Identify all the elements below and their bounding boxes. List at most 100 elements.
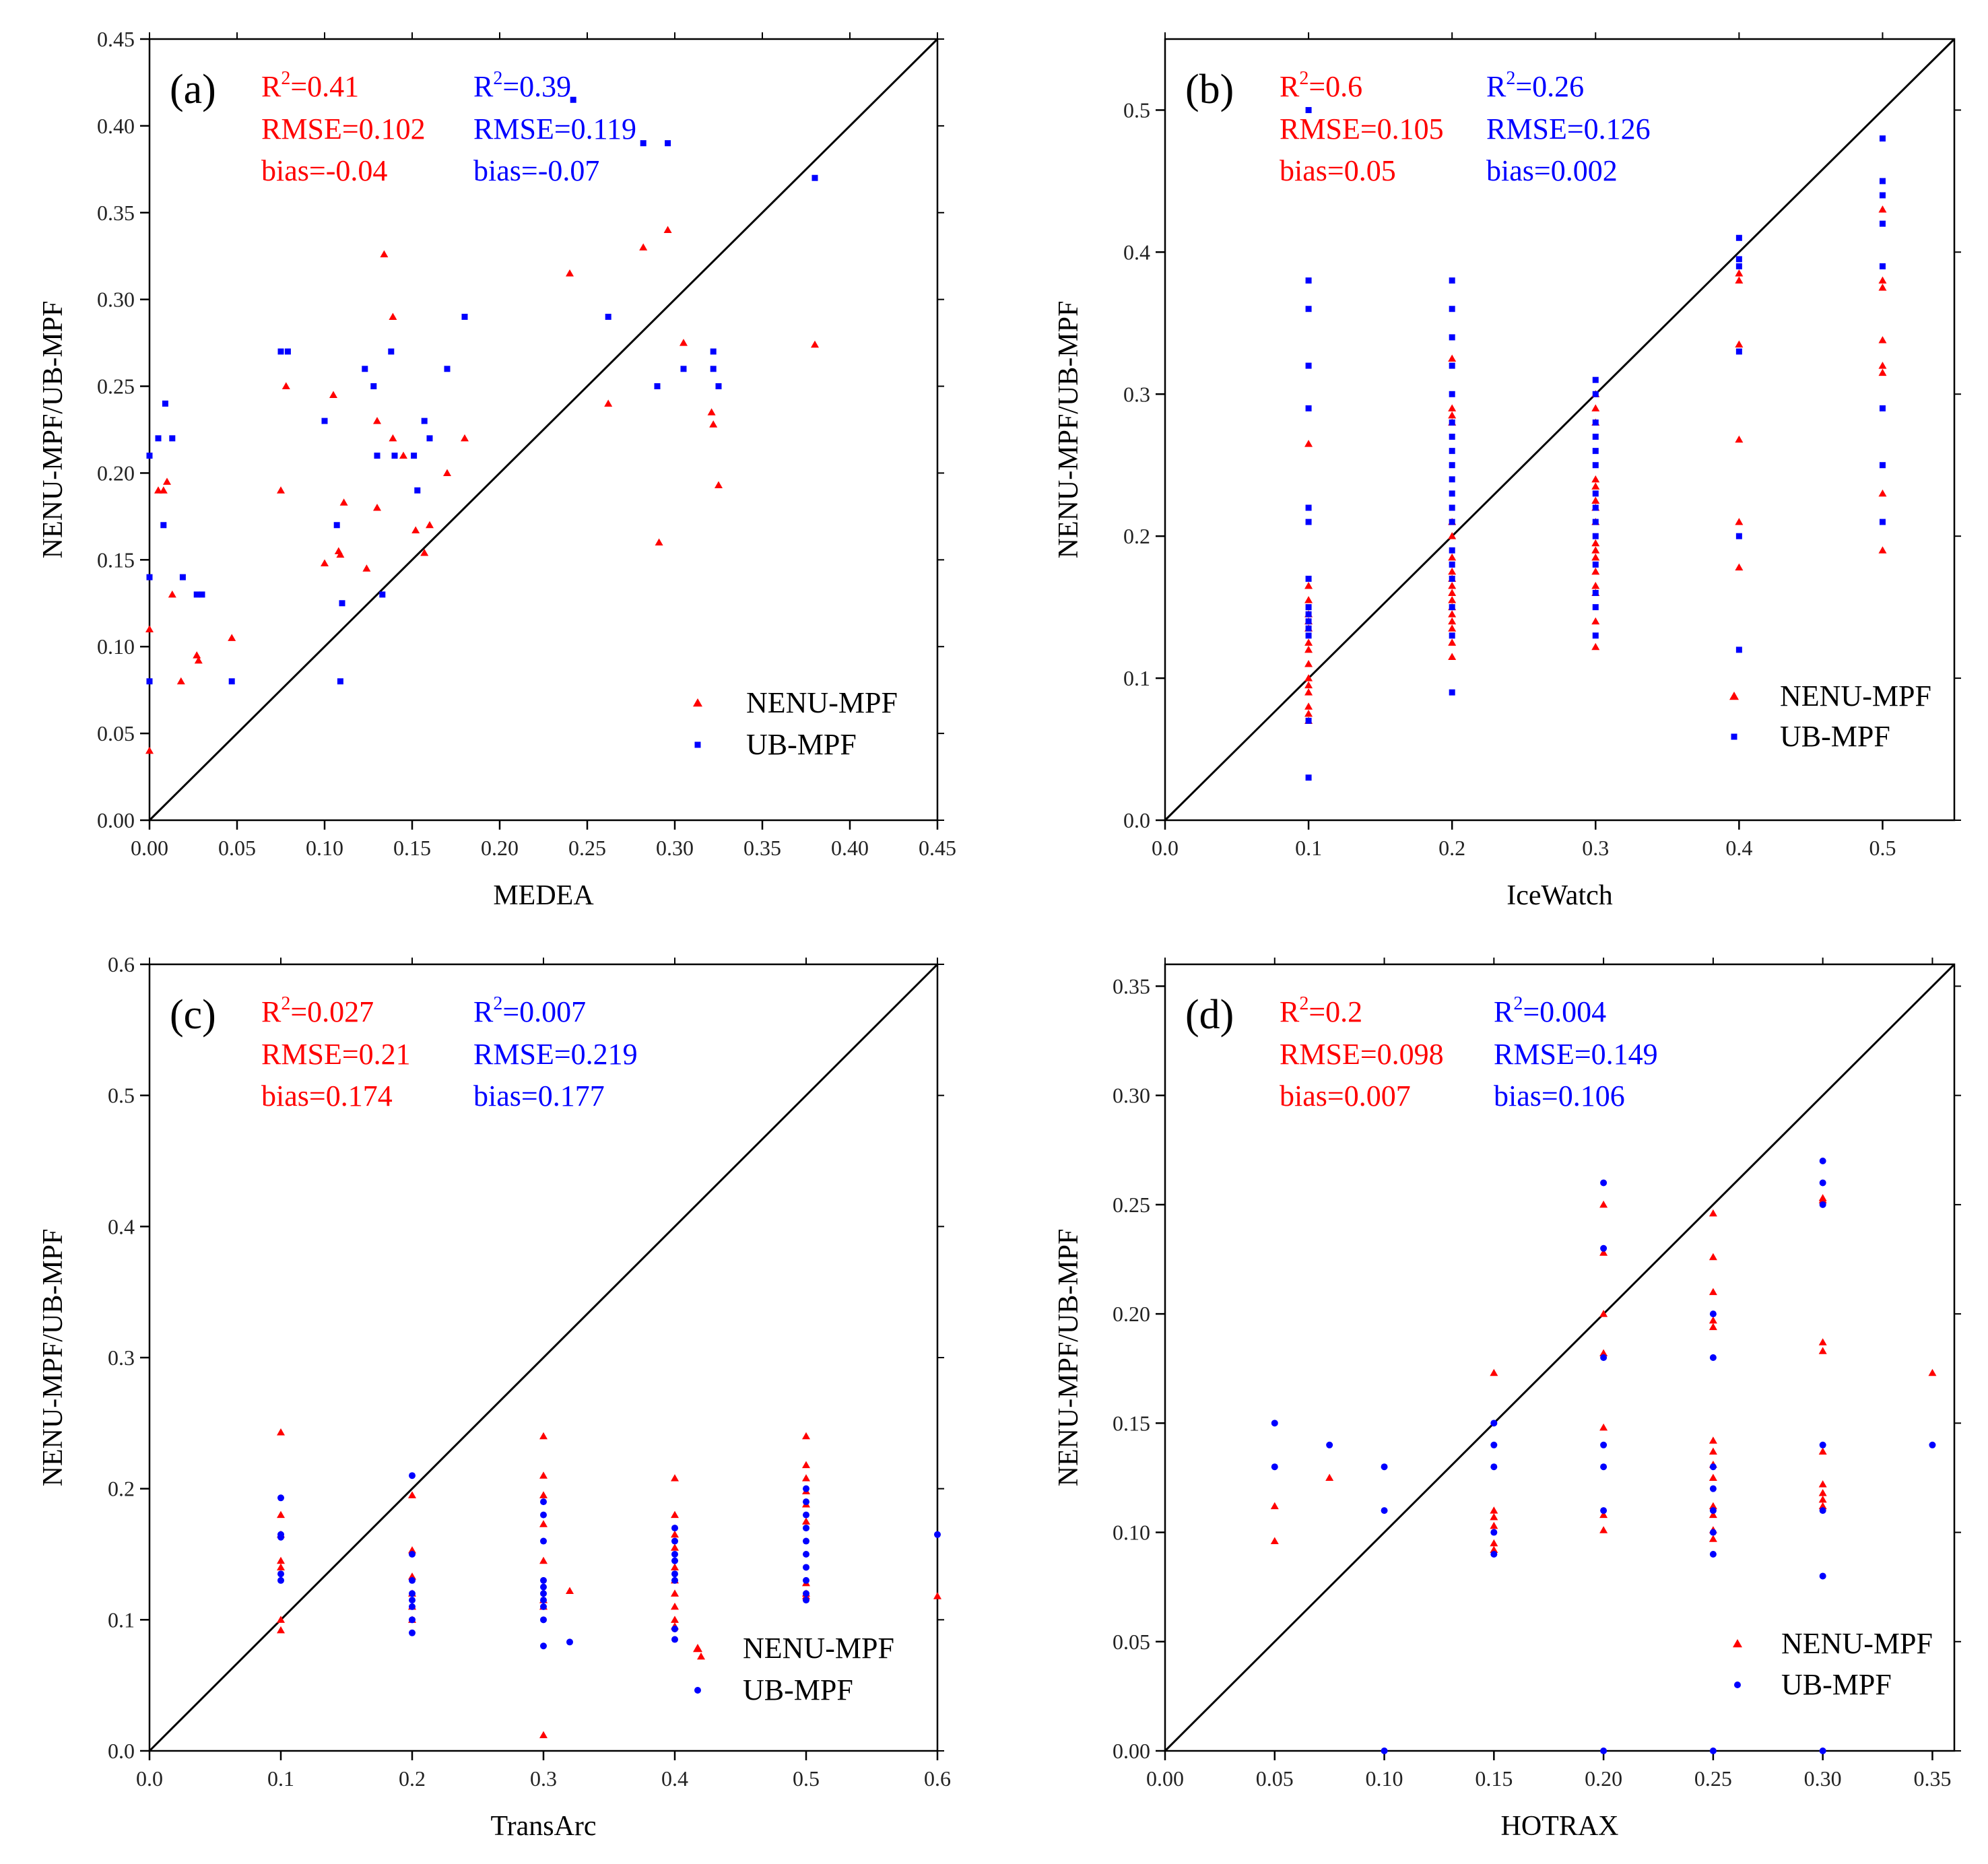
nenu-point bbox=[802, 1461, 810, 1469]
plot-frame bbox=[148, 38, 939, 822]
nenu-point bbox=[1448, 589, 1457, 597]
ub-point bbox=[1592, 434, 1599, 440]
nenu-point bbox=[329, 391, 337, 398]
nenu-point bbox=[228, 634, 236, 641]
panel-c: 0.0 0.1 0.2 0.3 0.4 0.5 0.6 0.0 0.1 0.2 0.3 0.4 0.5 0… bbox=[38, 952, 951, 1842]
y-tick-label: 0.1 bbox=[1123, 666, 1150, 690]
ub-point bbox=[665, 140, 671, 147]
ub-point bbox=[803, 1525, 809, 1532]
ub-rmse-text: RMSE=0.119 bbox=[473, 112, 636, 145]
nenu-point bbox=[1735, 563, 1744, 571]
ub-point bbox=[146, 678, 153, 685]
nenu-bias-text: bias=-0.04 bbox=[261, 154, 387, 187]
legend-ub-marker bbox=[1734, 1682, 1741, 1688]
ub-point bbox=[1449, 632, 1455, 639]
ub-point bbox=[803, 1590, 809, 1597]
nenu-point bbox=[1818, 1338, 1827, 1345]
nenu-point bbox=[281, 382, 290, 390]
ub-point bbox=[1592, 632, 1599, 639]
nenu-point bbox=[339, 498, 348, 506]
ub-point bbox=[640, 140, 647, 147]
nenu-rmse-text: RMSE=0.098 bbox=[1280, 1038, 1444, 1071]
legend-nenu-label: NENU-MPF bbox=[1780, 679, 1931, 712]
nenu-point bbox=[715, 481, 723, 488]
legend-nenu-label: NENU-MPF bbox=[743, 1632, 894, 1665]
ub-point bbox=[1449, 504, 1455, 511]
one-to-one-line bbox=[148, 38, 939, 822]
nenu-point bbox=[1591, 539, 1600, 547]
ub-point bbox=[1592, 462, 1599, 469]
ub-point bbox=[680, 366, 687, 372]
x-tick-label: 0.1 bbox=[267, 1766, 294, 1791]
ub-point bbox=[1819, 1441, 1826, 1449]
nenu-point bbox=[1448, 638, 1457, 646]
ub-point bbox=[421, 418, 428, 424]
nenu-point bbox=[1709, 1209, 1717, 1217]
nenu-point bbox=[1270, 1537, 1279, 1545]
nenu-point bbox=[1818, 1447, 1827, 1455]
ub-point bbox=[1709, 1310, 1717, 1318]
legend-nenu-marker bbox=[1733, 1639, 1742, 1648]
x-tick-label: 0.10 bbox=[306, 836, 343, 860]
ub-point bbox=[1592, 490, 1599, 497]
ub-point bbox=[1819, 1507, 1826, 1514]
ub-point bbox=[391, 453, 398, 459]
ub-point bbox=[337, 678, 343, 685]
x-tick-label: 0.2 bbox=[399, 1766, 426, 1791]
ub-point bbox=[803, 1564, 809, 1571]
legend: NENU-MPF UB-MPF bbox=[1733, 1627, 1933, 1701]
ub-point bbox=[715, 383, 722, 390]
ub-point bbox=[934, 1531, 941, 1538]
ub-point bbox=[1819, 1572, 1826, 1580]
ub-point bbox=[1592, 376, 1599, 383]
nenu-point bbox=[802, 1474, 810, 1482]
nenu-point bbox=[671, 1474, 679, 1482]
x-axis-label: HOTRAX bbox=[1501, 1811, 1619, 1842]
nenu-rmse-text: RMSE=0.102 bbox=[261, 112, 426, 145]
nenu-point bbox=[1878, 276, 1887, 284]
x-tick-label: 0.35 bbox=[743, 836, 781, 860]
ub-point bbox=[409, 1616, 416, 1624]
legend-nenu-label: NENU-MPF bbox=[746, 686, 898, 719]
ub-point bbox=[1879, 519, 1886, 525]
ub-point bbox=[1449, 448, 1455, 455]
ub-point bbox=[1490, 1529, 1498, 1536]
y-tick-label: 0.5 bbox=[108, 1084, 135, 1108]
ub-point bbox=[1709, 1463, 1717, 1471]
ub-point bbox=[1600, 1441, 1608, 1449]
ub-point bbox=[1449, 434, 1455, 440]
x-tick-label: 0.3 bbox=[1582, 836, 1609, 860]
nenu-point bbox=[1709, 1436, 1717, 1444]
ub-point bbox=[1449, 689, 1455, 696]
ub-point bbox=[1592, 590, 1599, 597]
ub-point bbox=[1449, 334, 1455, 341]
ub-point bbox=[409, 1472, 416, 1479]
panel-d: 0.00 0.05 0.10 0.15 0.20 0.25 0.30 0.35 0.00 0.05… bbox=[1053, 958, 1961, 1842]
nenu-point bbox=[176, 677, 185, 685]
y-tick-label: 0.20 bbox=[1113, 1302, 1150, 1326]
x-tick-label: 0.20 bbox=[1585, 1766, 1622, 1791]
nenu-point bbox=[1591, 546, 1600, 554]
nenu-point bbox=[802, 1517, 810, 1525]
ub-point bbox=[160, 522, 167, 529]
x-tick-label: 0.30 bbox=[1804, 1766, 1842, 1791]
nenu-point bbox=[1448, 610, 1457, 618]
ub-point bbox=[1709, 1485, 1717, 1492]
ub-point bbox=[1735, 234, 1742, 241]
ub-point bbox=[146, 453, 153, 459]
y-tick-label: 0.3 bbox=[1123, 382, 1150, 406]
nenu-rmse-text: RMSE=0.21 bbox=[261, 1038, 411, 1071]
ub-point bbox=[1490, 1463, 1498, 1471]
x-tick-label: 0.00 bbox=[1146, 1766, 1184, 1791]
ub-point bbox=[277, 1576, 284, 1584]
nenu-point bbox=[539, 1471, 548, 1479]
nenu-point bbox=[277, 1616, 285, 1623]
y-axis-label: NENU-MPF/UB-MPF bbox=[1053, 301, 1084, 559]
nenu-point bbox=[1818, 1495, 1827, 1503]
nenu-point bbox=[1325, 1473, 1334, 1481]
ub-point bbox=[540, 1590, 547, 1597]
nenu-point bbox=[933, 1592, 941, 1599]
ub-point bbox=[1305, 362, 1312, 369]
nenu-point bbox=[389, 434, 397, 442]
